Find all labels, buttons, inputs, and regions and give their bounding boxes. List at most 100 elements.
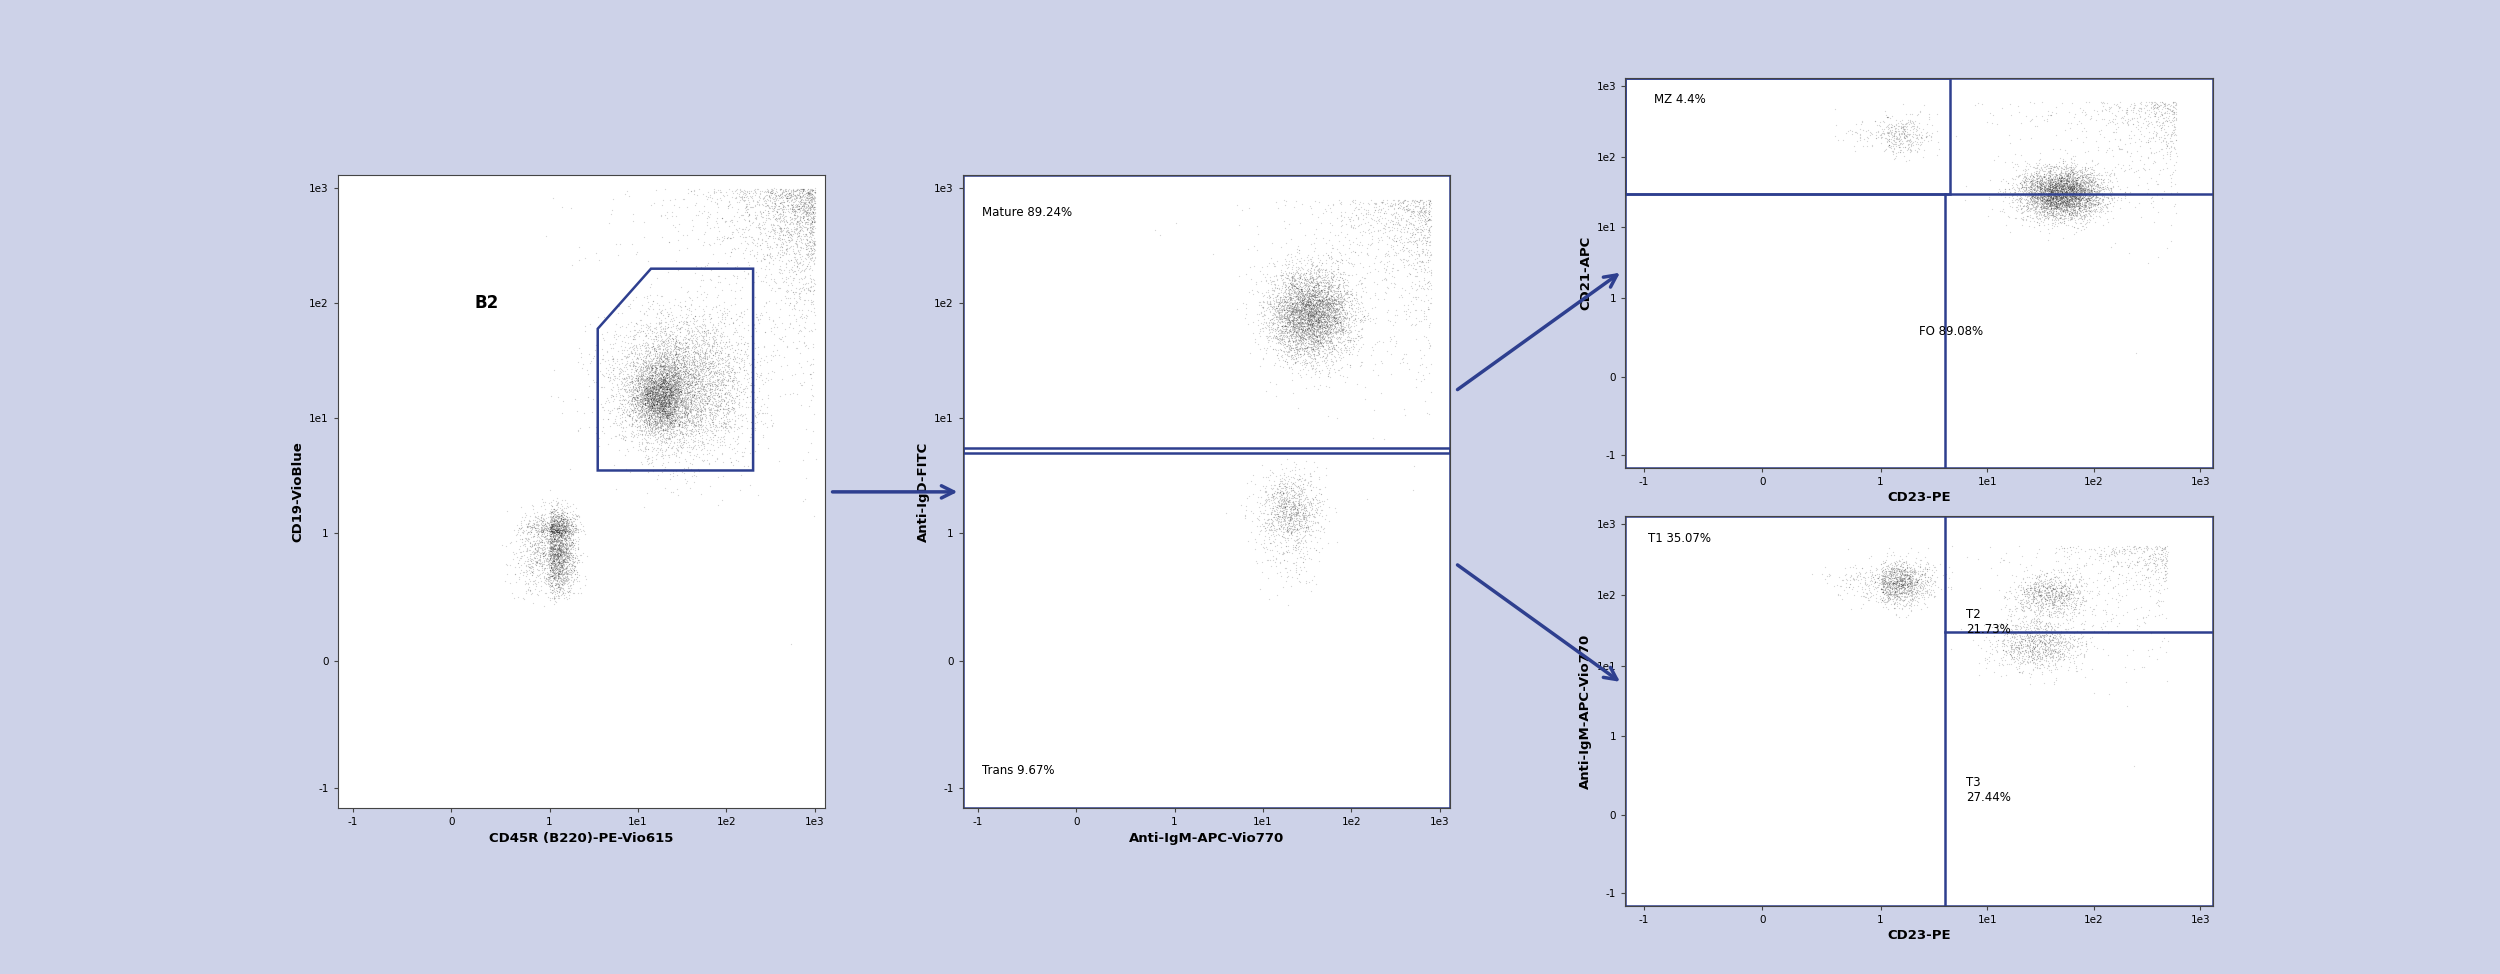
Point (2002, 634, 2042, 650)
Point (1858, 567, 1898, 582)
Point (642, 381, 682, 396)
Point (1875, 556, 1915, 572)
Point (2002, 198, 2042, 213)
Point (1280, 461, 1320, 476)
Point (645, 318, 685, 334)
Point (518, 533, 558, 548)
Point (1328, 288, 1368, 304)
Point (1265, 221, 1305, 237)
Point (1312, 296, 1352, 312)
Point (1410, 338, 1450, 354)
Point (2040, 177, 2080, 193)
Point (2125, 577, 2165, 592)
Point (630, 386, 670, 401)
Point (2140, 593, 2180, 609)
Point (672, 357, 712, 373)
Point (2035, 193, 2075, 208)
Point (1385, 192, 1425, 207)
Point (680, 374, 720, 390)
Point (768, 283, 808, 299)
Point (748, 210, 788, 226)
Point (632, 449, 672, 465)
Point (2040, 586, 2080, 602)
Point (1842, 123, 1882, 138)
Point (660, 394, 700, 410)
Point (1288, 252, 1328, 268)
Point (2028, 631, 2068, 647)
Point (1872, 591, 1912, 607)
Point (1345, 312, 1385, 327)
Point (1282, 260, 1322, 276)
Point (2060, 572, 2100, 587)
Point (1290, 303, 1330, 318)
Point (2030, 169, 2070, 185)
Point (1270, 492, 1310, 507)
Point (618, 375, 658, 391)
Point (535, 516, 575, 532)
Point (630, 382, 670, 397)
Point (1315, 304, 1355, 319)
Point (1385, 282, 1425, 298)
Point (1275, 317, 1315, 332)
Point (2000, 186, 2040, 202)
Point (1870, 566, 1910, 581)
Point (703, 303, 742, 318)
Point (622, 369, 662, 385)
Point (655, 412, 695, 428)
Point (1302, 293, 1342, 309)
Point (1872, 575, 1912, 590)
Point (538, 562, 578, 578)
Point (652, 391, 692, 406)
Point (1890, 582, 1930, 598)
Point (645, 373, 685, 389)
Point (700, 401, 740, 417)
Point (1295, 226, 1335, 242)
Point (2020, 178, 2060, 194)
Point (2062, 590, 2102, 606)
Point (2005, 588, 2045, 604)
Point (1275, 310, 1315, 325)
Point (1892, 133, 1932, 149)
Point (785, 280, 825, 295)
Point (620, 347, 660, 362)
Point (615, 316, 655, 331)
Point (1892, 583, 1932, 599)
Point (525, 557, 565, 573)
Point (1358, 263, 1398, 279)
Point (1285, 491, 1325, 506)
Point (1290, 466, 1330, 481)
Point (1312, 293, 1352, 309)
Point (635, 427, 675, 442)
Point (2060, 584, 2100, 600)
Point (652, 390, 692, 405)
Point (542, 517, 582, 533)
Point (778, 202, 818, 217)
Point (2028, 565, 2068, 581)
Point (1288, 320, 1328, 336)
Point (2035, 627, 2075, 643)
Point (1878, 562, 1918, 578)
Point (772, 245, 812, 261)
Point (1985, 583, 2025, 599)
Point (1410, 197, 1450, 212)
Point (1330, 285, 1370, 301)
Point (635, 377, 675, 393)
Point (542, 549, 582, 565)
Point (658, 401, 698, 417)
Point (1292, 297, 1332, 313)
Point (642, 401, 682, 417)
Point (670, 359, 710, 375)
Point (2013, 194, 2052, 209)
Point (645, 403, 685, 419)
Point (710, 373, 750, 389)
Point (660, 406, 700, 422)
Point (1318, 314, 1358, 329)
Point (2047, 171, 2088, 187)
Point (1270, 339, 1310, 355)
Point (690, 399, 730, 415)
Point (1300, 523, 1340, 539)
Point (1270, 313, 1310, 328)
Point (560, 581, 600, 596)
Point (782, 201, 822, 216)
Point (690, 393, 730, 408)
